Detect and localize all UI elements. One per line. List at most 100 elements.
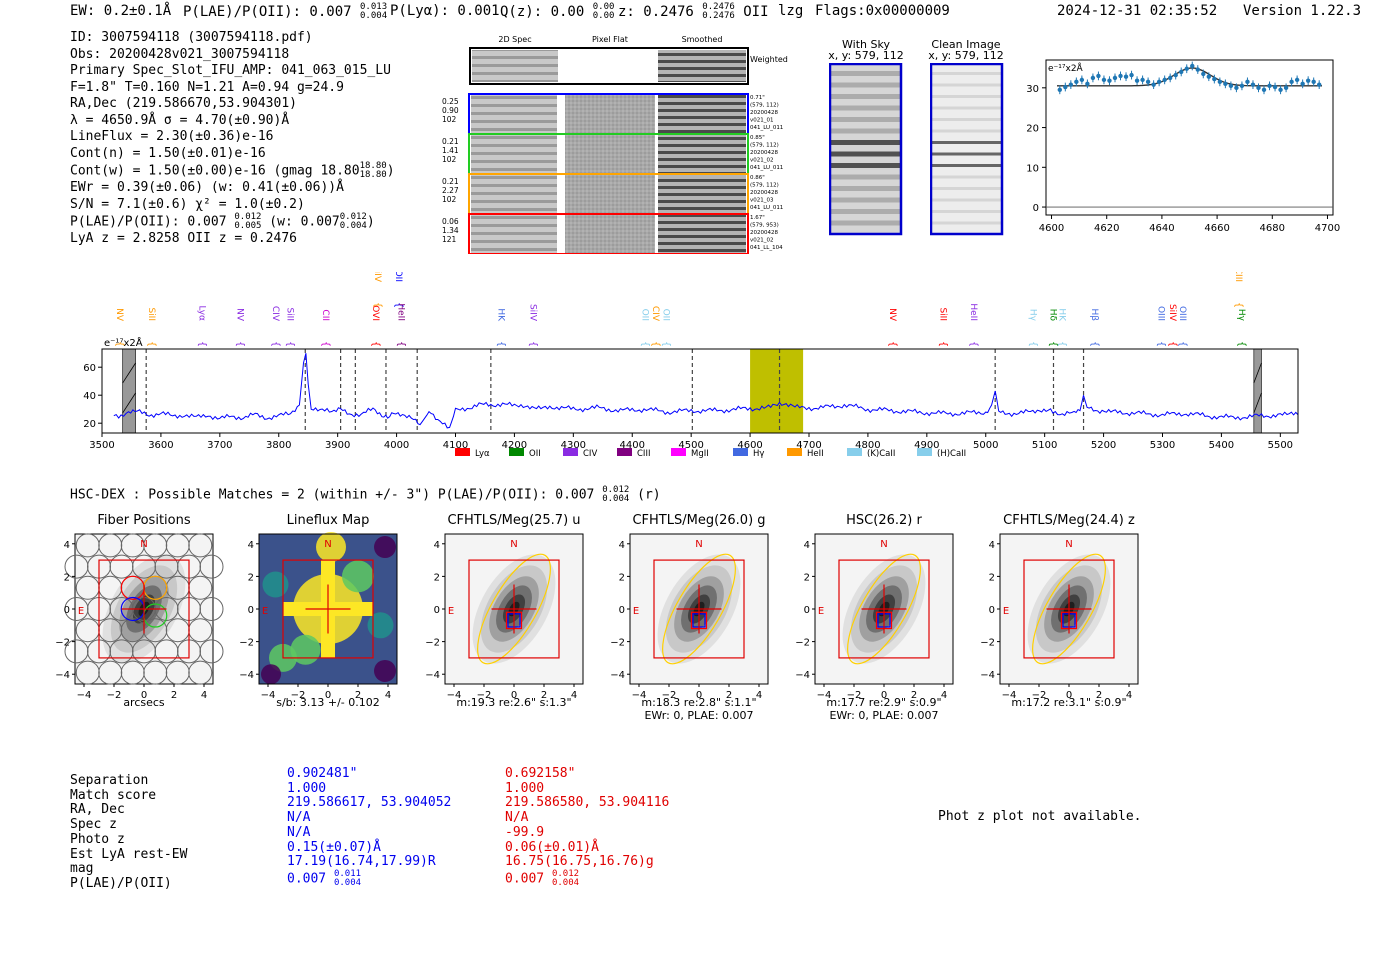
- zoom-x-tick-label: 4620: [1094, 223, 1119, 234]
- zoom-x-tick-label: 4660: [1204, 223, 1229, 234]
- cutout-x-tick-label: 2: [171, 690, 177, 701]
- weighted-sum-smoothed: [658, 50, 746, 82]
- zoom-point: [1261, 87, 1267, 93]
- cutout-3-title: CFHTLS/Meg(26.0) g: [632, 513, 766, 528]
- info-plae-end: ): [366, 214, 375, 230]
- zoom-point: [1107, 78, 1112, 83]
- info-contw-lo: 18.80: [359, 170, 387, 180]
- spectrum-x-tick-label: 3800: [266, 440, 291, 451]
- spectrum-legend-label: MgII: [691, 449, 709, 459]
- header-qz-lo: 0.00: [592, 11, 615, 21]
- spec2d-header-1: Pixel Flat: [592, 35, 628, 44]
- fiber-3-left-1: 1.34: [442, 226, 459, 235]
- spectrum-line-brace: {: [1056, 341, 1067, 347]
- spectrum-legend-swatch: [617, 448, 632, 456]
- cutout-x-tick-label: 0: [141, 690, 147, 701]
- fiber-1-right-4: 041_LU_011: [750, 165, 783, 171]
- match-label-5: Est LyA rest-EW: [70, 846, 188, 862]
- hsc-title: HSC-DEX : Possible Matches = 2 (within +…: [70, 487, 595, 503]
- north-label: N: [510, 539, 517, 550]
- spectrum-line-brace: {: [372, 302, 383, 308]
- zoom-point: [1162, 77, 1167, 83]
- info-slot: Primary Spec_Slot_IFU_AMP: 041_063_015_L…: [70, 63, 391, 78]
- match-col1-4: N/A: [287, 824, 311, 840]
- spectrum-line-label: Lyα: [196, 306, 206, 322]
- aperture-ellipse: [477, 553, 551, 665]
- fiber-1-spec: [471, 135, 557, 173]
- spectrum-line-label: SiIV: [527, 304, 537, 322]
- cutout-1-plot: N E −4 −4 −2 −2 0 0 2 2 4 4: [239, 532, 398, 701]
- clean-band: [932, 83, 1002, 87]
- weighted-sum-spec: [472, 50, 558, 82]
- cutout-y-tick-label: −4: [980, 670, 995, 681]
- center-cross: [676, 584, 722, 634]
- cutout-1-sub1: s/b: 3.13 +/- 0.102: [276, 696, 380, 709]
- match-col2-plae: 0.007: [505, 871, 545, 887]
- match-label-3: Spec z: [70, 817, 117, 833]
- spectrum-x-tick-label: 3900: [325, 440, 350, 451]
- zoom-point: [1068, 82, 1074, 87]
- header-plae-hi: 0.013: [360, 2, 388, 12]
- spectrum-line-label: CII: [320, 309, 330, 321]
- cutout-x-tick-label: 4: [571, 690, 577, 701]
- spectrum-y-tick-label: 60: [83, 363, 96, 374]
- clean-band: [932, 72, 1002, 75]
- with-sky-band: [831, 186, 901, 191]
- header-z-bounds: 0.2476 0.2476: [702, 3, 735, 21]
- spectrum-frame: [101, 348, 1299, 434]
- spectrum-line-brace: {: [639, 341, 650, 347]
- spectrum-line-label: OIII: [1177, 306, 1187, 321]
- header-qz-hi: 0.00: [592, 2, 615, 12]
- spectrum-line-brace: {: [661, 341, 672, 347]
- fiber-2-right-3: v021_03: [750, 198, 774, 204]
- spectrum-line-label: SiIV: [372, 272, 382, 283]
- spectrum-line-brace: {: [146, 341, 157, 347]
- header-ew: EW: 0.2±0.1Å: [70, 3, 172, 19]
- match-col2-6: 16.75(16.75,16.76)g: [505, 854, 654, 870]
- match-col1-2: 219.586617, 53.904052: [287, 795, 452, 811]
- spectrum-x-tick-label: 4400: [620, 440, 645, 451]
- header-version: Version 1.22.3: [1243, 3, 1362, 19]
- clean-image-title: Clean Image: [931, 38, 1001, 51]
- hsc-band: (r): [637, 487, 661, 503]
- spectrum-line-brace: {: [1048, 341, 1059, 347]
- info-contw-text: Cont(w) = 1.50(±0.00)e-16 (gmag 18.80: [70, 163, 360, 179]
- spec2d-panel: 2D Spec Pixel Flat Smoothed Weighted Sum…: [442, 35, 790, 254]
- zoom-fit-line: [1057, 67, 1322, 87]
- info-lyaz: LyA z = 2.8258 OII z = 0.2476: [70, 231, 297, 246]
- fiber-2-spec: [471, 175, 557, 213]
- fiber-2-left-2: 102: [442, 195, 457, 204]
- info-plae-text: P(LAE)/P(OII): 0.007: [70, 214, 227, 230]
- aperture-ellipse: [662, 553, 736, 665]
- match-col1-5: 0.15(±0.07)Å: [287, 839, 381, 855]
- cutout-4-plot: N E −4 −4 −2 −2 0 0 2 2 4 4: [795, 533, 954, 701]
- fiber-3-spec: [471, 215, 557, 253]
- cutout-y-tick-label: −4: [425, 670, 440, 681]
- spectrum-x-tick-label: 3600: [148, 440, 173, 451]
- cutout-y-tick-label: 4: [248, 540, 254, 551]
- match-col1-7: 0.007 0.011 0.004: [287, 869, 451, 888]
- cutout-y-tick-label: −2: [980, 638, 995, 649]
- center-cross: [491, 584, 537, 634]
- cutout-y-tick-label: −2: [55, 638, 70, 649]
- header-z-label: z: 0.2476: [618, 4, 694, 20]
- hsc-plae-bounds: 0.012 0.004: [602, 486, 629, 504]
- zoom-plot: e⁻¹⁷x2Å 4600 4620 4640 4660 4680 4700 0 10 20 30: [1026, 59, 1340, 234]
- cutout-x-tick-label: 0: [881, 690, 887, 701]
- cutout-y-tick-label: 4: [619, 540, 625, 551]
- info-obs: Obs: 20200428v021_3007594118: [70, 46, 290, 62]
- cutout-y-tick-label: 2: [619, 572, 625, 583]
- match-col2-5: 0.06(±0.01)Å: [505, 839, 599, 855]
- fiber-3-right-2: 20200428: [750, 230, 778, 236]
- spectrum-line-brace: {: [1177, 341, 1188, 347]
- fiber-circle: [188, 533, 213, 558]
- cutout-x-tick-label: −2: [1032, 690, 1047, 701]
- spectrum-line-label: Hβ: [1089, 308, 1099, 321]
- search-box: [1023, 559, 1115, 659]
- spectrum-sky-hatch: [1253, 362, 1262, 384]
- header-timestamp: 2024-12-31 02:35:52: [1057, 3, 1218, 19]
- info-contw-hi: 18.80: [359, 161, 387, 171]
- spectrum-legend-swatch: [787, 448, 802, 456]
- clean-band: [932, 106, 1002, 110]
- header-z: z: 0.2476 0.2476 0.2476 OII: [618, 3, 769, 21]
